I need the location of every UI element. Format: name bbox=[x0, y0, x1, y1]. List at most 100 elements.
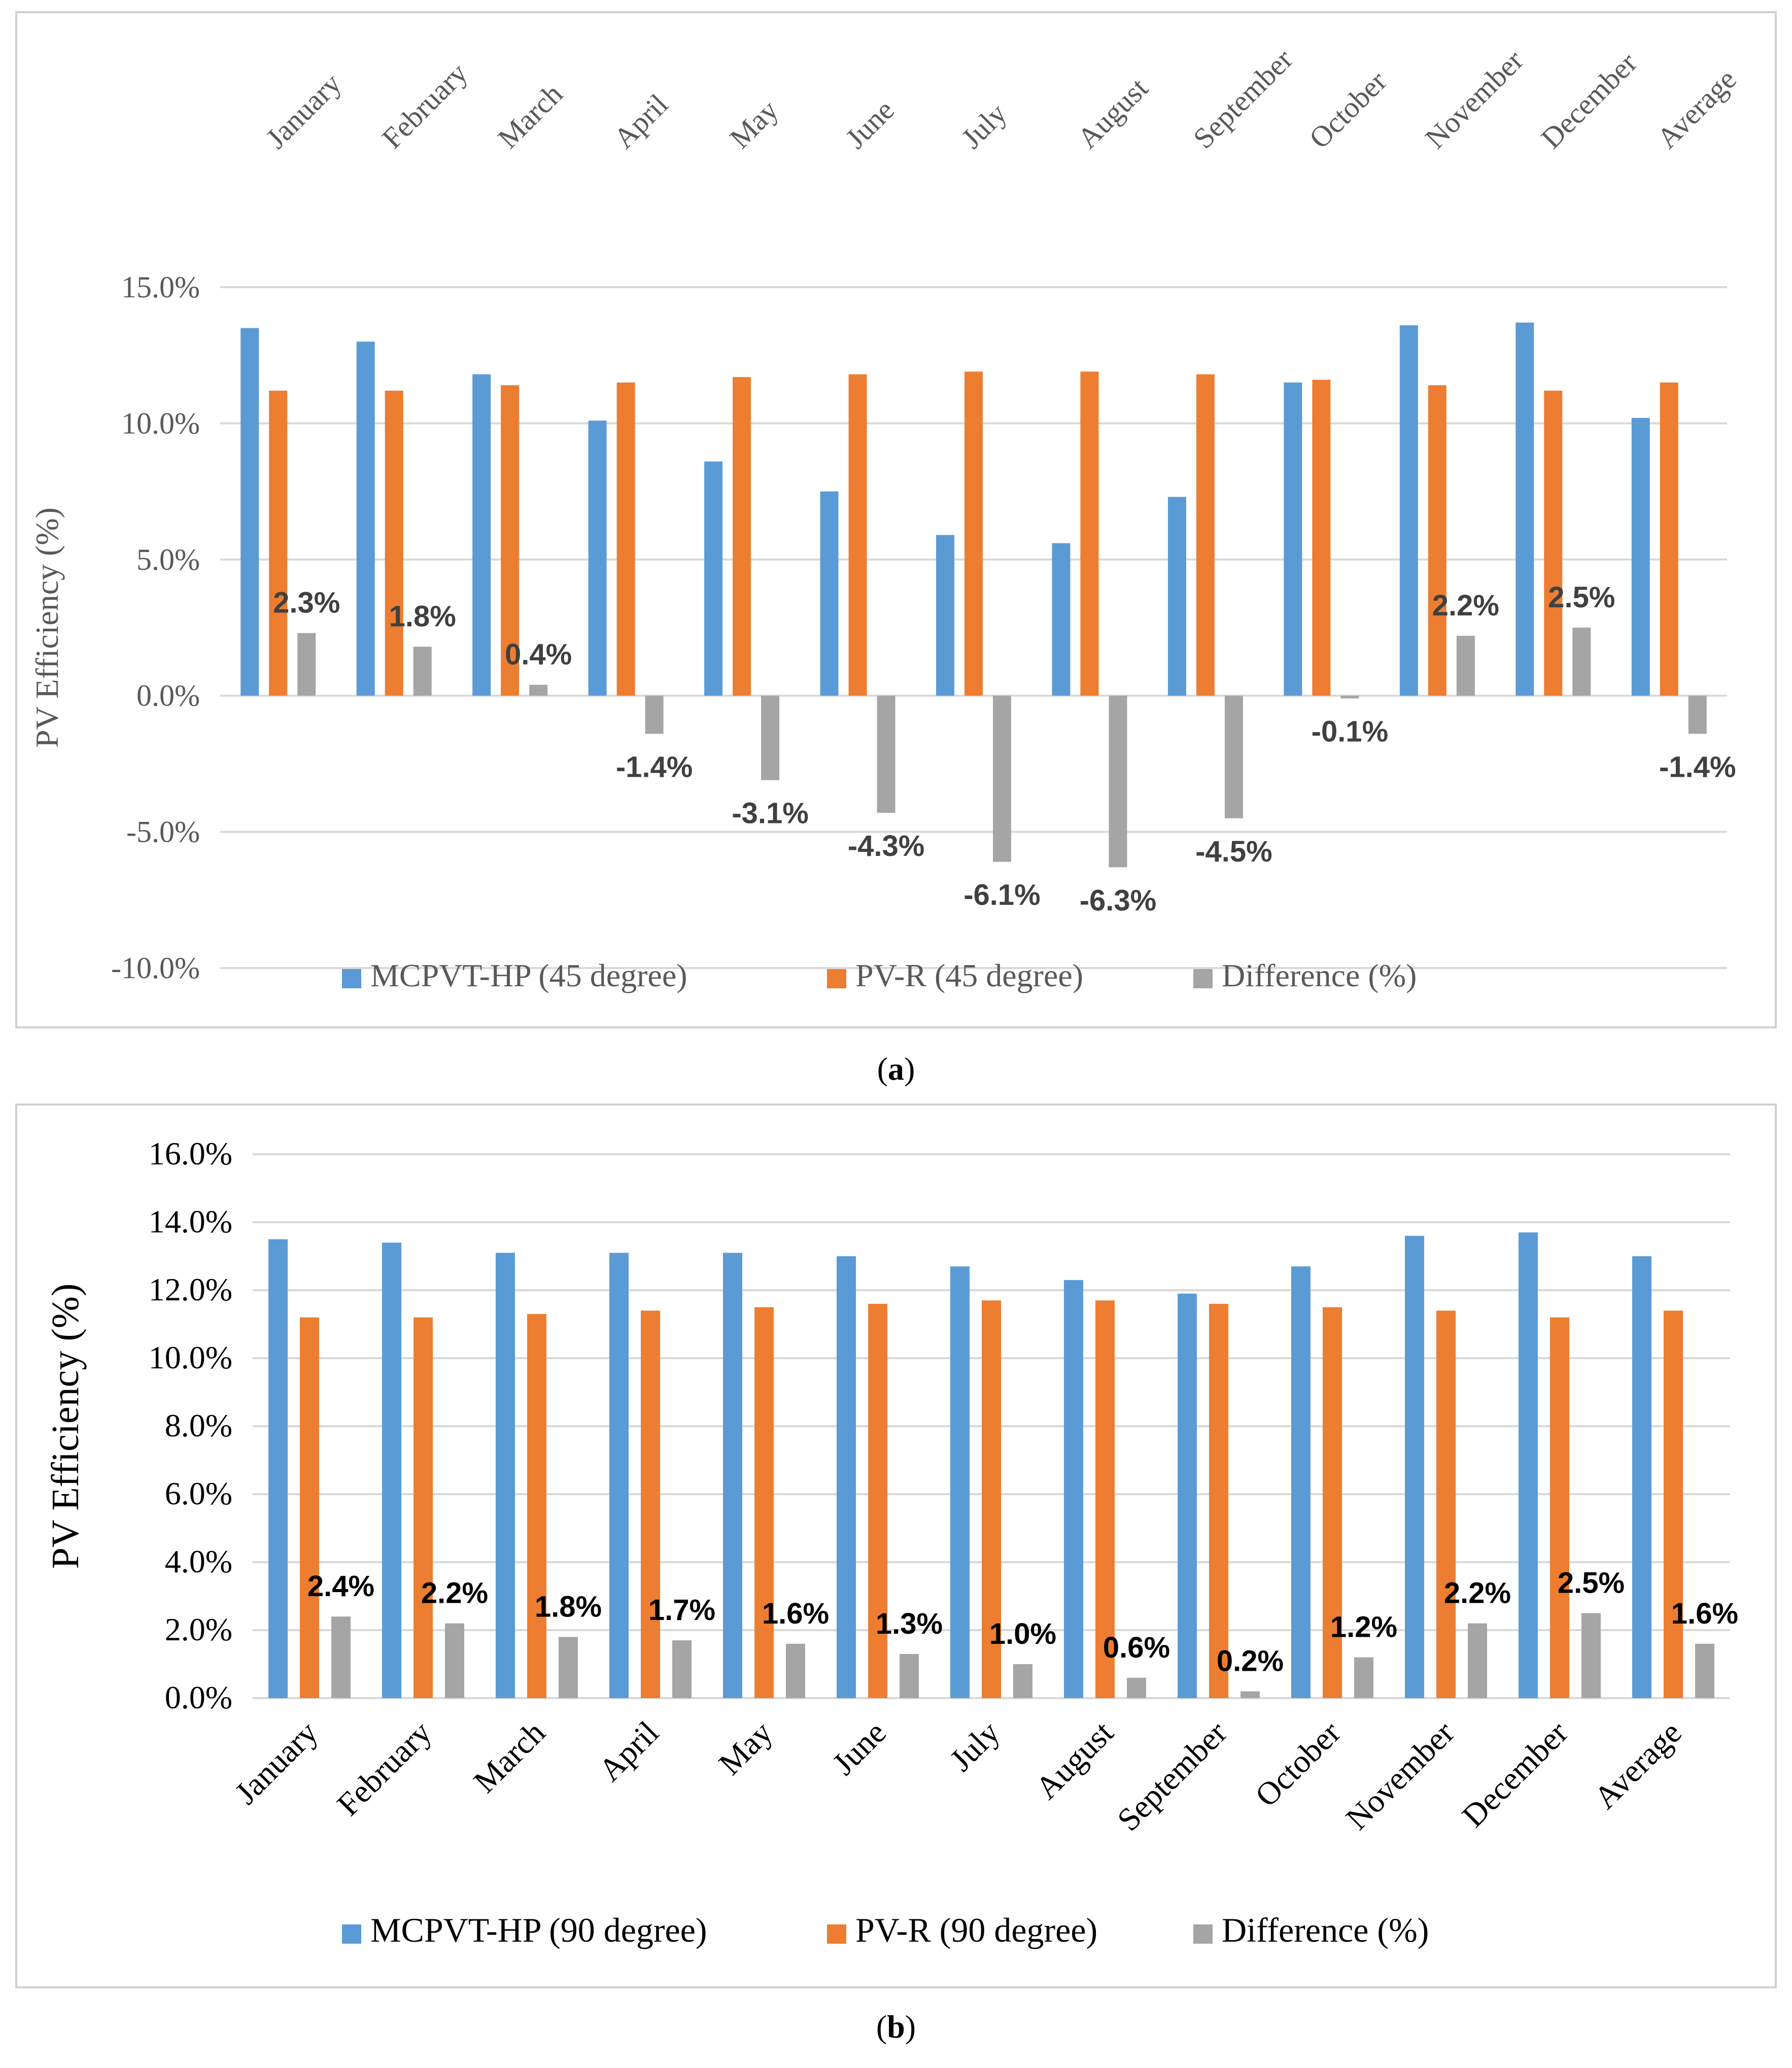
chart-panel-b: 16.0% 14.0% 12.0% 10.0% 8.0% 6.0% 4.0% 2.0% 0.0%… bbox=[15, 1104, 1777, 1988]
bar-pvr bbox=[733, 377, 751, 696]
data-label: 2.4% bbox=[307, 1570, 374, 1603]
bar-difference bbox=[1572, 628, 1591, 696]
bar-mcpvt bbox=[609, 1253, 629, 1698]
data-label: 2.3% bbox=[273, 587, 340, 619]
x-category-label: September bbox=[1110, 1714, 1234, 1838]
bar-pvr bbox=[1080, 371, 1099, 696]
legend-mcpvt-swatch bbox=[342, 969, 361, 988]
bar-difference bbox=[786, 1643, 805, 1698]
bar-pvr bbox=[501, 385, 520, 696]
x-category-label: December bbox=[1535, 46, 1643, 155]
bar-difference bbox=[900, 1653, 919, 1698]
bar-pvr bbox=[1544, 390, 1563, 696]
x-category-label: October bbox=[1248, 1714, 1348, 1814]
bar-difference bbox=[1013, 1664, 1032, 1698]
bar-difference bbox=[672, 1640, 692, 1698]
data-label: -6.3% bbox=[1080, 884, 1157, 917]
chart-a: 15.0% 10.0% 5.0% 0.0% -5.0% -10.0% PV Efficien… bbox=[29, 43, 1743, 993]
bar-mcpvt bbox=[1405, 1235, 1424, 1698]
x-category-label: November bbox=[1419, 44, 1530, 155]
bar-difference bbox=[1127, 1677, 1146, 1698]
x-category-label: April bbox=[592, 1714, 666, 1788]
x-category-label: March bbox=[467, 1714, 552, 1800]
bar-pvr bbox=[1209, 1303, 1228, 1698]
x-category-label: June bbox=[825, 1714, 893, 1782]
data-label: -1.4% bbox=[616, 750, 693, 783]
data-label: -4.3% bbox=[848, 830, 925, 863]
y-tick-label: 4.0% bbox=[165, 1543, 232, 1579]
bar-mcpvt bbox=[588, 421, 607, 696]
bar-difference bbox=[331, 1616, 351, 1698]
bar-pvr bbox=[848, 374, 867, 696]
bar-mcpvt bbox=[1399, 325, 1418, 696]
x-category-label: February bbox=[375, 56, 474, 155]
bar-pvr bbox=[754, 1307, 774, 1698]
bar-mcpvt bbox=[1632, 1256, 1651, 1698]
caption-b: (b) bbox=[876, 2009, 916, 2045]
legend-mcpvt: MCPVT-HP (90 degree) bbox=[370, 1911, 707, 1949]
bar-difference bbox=[1224, 696, 1243, 818]
y-tick-label: 10.0% bbox=[149, 1339, 232, 1375]
bar-mcpvt bbox=[1052, 543, 1071, 696]
bar-mcpvt bbox=[1519, 1232, 1538, 1698]
bar-pvr bbox=[1323, 1307, 1342, 1698]
bar-pvr bbox=[1550, 1317, 1569, 1698]
data-label: -4.5% bbox=[1195, 835, 1272, 868]
x-category-label: April bbox=[607, 88, 675, 155]
bar-mcpvt bbox=[240, 328, 259, 696]
y-tick-label: 15.0% bbox=[121, 270, 200, 304]
bar-mcpvt bbox=[837, 1256, 856, 1698]
y-tick-label: 5.0% bbox=[136, 543, 200, 576]
y-tick-label: 0.0% bbox=[165, 1679, 232, 1715]
x-category-label: February bbox=[330, 1714, 438, 1823]
bar-mcpvt bbox=[496, 1253, 515, 1698]
x-category-label: Average bbox=[1587, 1714, 1688, 1816]
chart-b: 16.0% 14.0% 12.0% 10.0% 8.0% 6.0% 4.0% 2.0% 0.0%… bbox=[44, 1135, 1738, 1949]
data-label: 1.8% bbox=[389, 600, 456, 633]
bar-pvr bbox=[1428, 385, 1446, 696]
bar-mcpvt bbox=[1064, 1280, 1083, 1698]
y-tick-label: 14.0% bbox=[149, 1203, 232, 1239]
data-label: 0.6% bbox=[1103, 1631, 1170, 1664]
y-tick-label: 2.0% bbox=[165, 1611, 232, 1647]
bar-difference bbox=[1468, 1623, 1487, 1698]
bar-mcpvt bbox=[704, 461, 723, 696]
x-category-label: June bbox=[839, 93, 901, 155]
x-category-label: March bbox=[491, 77, 569, 155]
data-label: -3.1% bbox=[732, 797, 809, 830]
bar-pvr bbox=[964, 371, 983, 696]
y-tick-label: -10.0% bbox=[111, 951, 200, 985]
x-category-label: August bbox=[1028, 1714, 1120, 1806]
x-category-label: September bbox=[1187, 43, 1299, 155]
bar-pvr bbox=[1196, 374, 1215, 696]
chart-panel-a: 15.0% 10.0% 5.0% 0.0% -5.0% -10.0% PV Efficien… bbox=[15, 11, 1777, 1028]
legend-difference-swatch bbox=[1193, 969, 1213, 988]
caption-a: (a) bbox=[877, 1051, 915, 1087]
data-label: 0.2% bbox=[1217, 1645, 1284, 1678]
bar-pvr bbox=[982, 1300, 1001, 1698]
x-category-label: Average bbox=[1650, 62, 1743, 155]
x-category-label: July bbox=[955, 97, 1013, 155]
bar-difference bbox=[559, 1637, 578, 1698]
bar-mcpvt bbox=[1631, 418, 1650, 696]
data-label: -6.1% bbox=[963, 879, 1041, 912]
legend-pvr: PV-R (45 degree) bbox=[855, 957, 1083, 993]
y-tick-label: 10.0% bbox=[121, 406, 200, 440]
bar-difference bbox=[1695, 1643, 1714, 1698]
bar-pvr bbox=[1312, 380, 1331, 696]
y-tick-label: 6.0% bbox=[165, 1475, 232, 1511]
y-tick-label: 12.0% bbox=[149, 1271, 232, 1307]
data-label: 1.6% bbox=[762, 1597, 829, 1630]
bar-difference bbox=[877, 696, 895, 813]
bar-mcpvt bbox=[1167, 497, 1186, 696]
legend-pvr-swatch bbox=[827, 969, 846, 988]
legend-difference: Difference (%) bbox=[1222, 1911, 1429, 1949]
y-tick-label: 0.0% bbox=[136, 679, 200, 712]
bar-mcpvt bbox=[1178, 1293, 1197, 1698]
bar-difference bbox=[1240, 1691, 1260, 1698]
bar-mcpvt bbox=[1284, 382, 1302, 696]
data-label: 1.3% bbox=[876, 1607, 943, 1640]
bar-difference bbox=[993, 696, 1011, 862]
bar-mcpvt bbox=[1291, 1266, 1311, 1698]
bar-pvr bbox=[616, 382, 635, 696]
